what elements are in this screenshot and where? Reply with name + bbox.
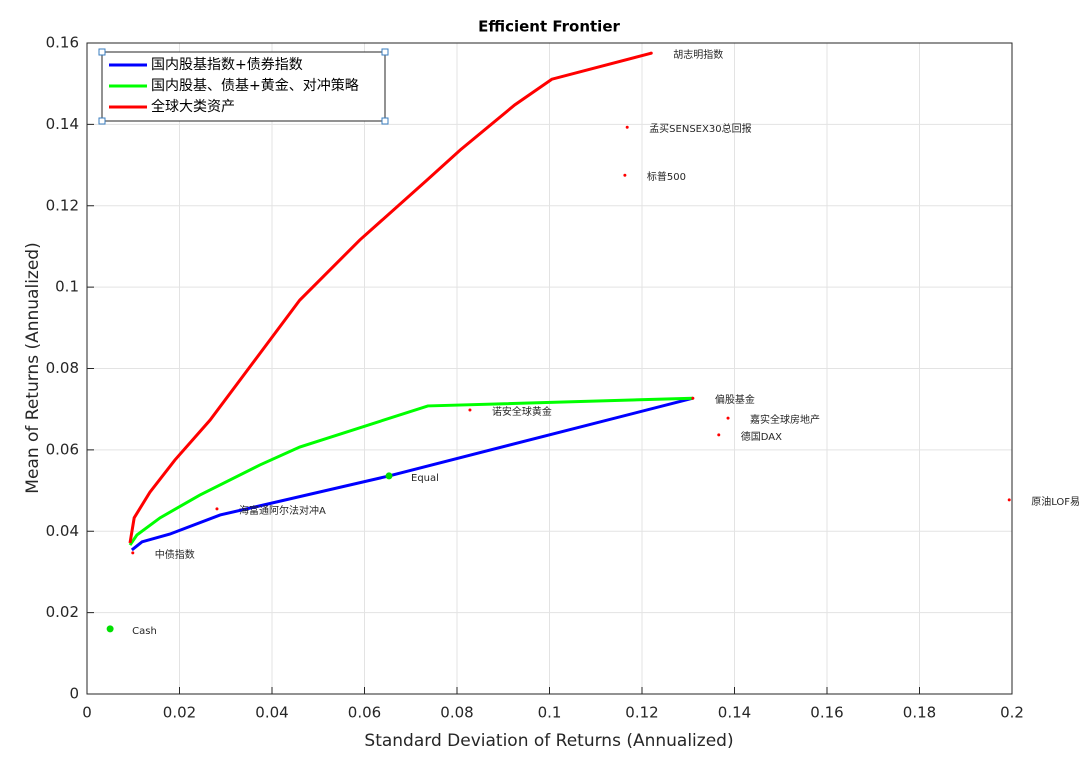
asset-label: 中债指数 (155, 548, 195, 561)
asset-point (717, 433, 721, 437)
asset-label: 德国DAX (741, 430, 782, 443)
asset-point (215, 507, 219, 511)
x-tick-label: 0.14 (718, 704, 751, 722)
x-tick-label: 0.2 (1000, 704, 1024, 722)
chart-title: Efficient Frontier (478, 18, 620, 36)
legend-handle (98, 48, 106, 56)
y-tick-label: 0 (69, 685, 79, 703)
asset-point (623, 173, 627, 177)
x-tick-label: 0.02 (163, 704, 196, 722)
x-tick-label: 0 (82, 704, 92, 722)
legend-handle (381, 48, 389, 56)
y-tick-label: 0.14 (46, 115, 79, 133)
plot-frame (86, 42, 1013, 695)
asset-label: 海富通阿尔法对冲A (239, 504, 326, 517)
y-tick-label: 0.1 (55, 278, 79, 296)
asset-label: 嘉实全球房地产 (750, 413, 820, 426)
x-tick-label: 0.18 (903, 704, 936, 722)
asset-label: 诺安全球黄金 (492, 405, 552, 418)
legend-label: 国内股基、债基+黄金、对冲策略 (151, 77, 359, 94)
frontier-line (130, 396, 694, 552)
y-tick-label: 0.16 (46, 34, 79, 52)
y-axis-label: Mean of Returns (Annualized) (23, 242, 43, 493)
asset-label: 原油LOF易方达 (1031, 495, 1080, 508)
asset-point (691, 396, 695, 400)
y-tick-label: 0.04 (46, 522, 79, 540)
legend-handle (98, 117, 106, 125)
asset-point (131, 551, 135, 555)
legend-handle (381, 117, 389, 125)
asset-label: 孟买SENSEX30总回报 (649, 122, 751, 135)
asset-point (468, 408, 472, 412)
asset-label: 胡志明指数 (673, 48, 723, 61)
asset-point (649, 51, 653, 55)
legend-label: 国内股基指数+债券指数 (151, 56, 303, 73)
portfolio-label: Equal (411, 473, 439, 484)
y-tick-label: 0.12 (46, 196, 79, 214)
x-tick-label: 0.06 (348, 704, 381, 722)
asset-label: 偏股基金 (715, 393, 755, 406)
legend-box (101, 51, 386, 122)
asset-point (625, 125, 629, 129)
asset-point (726, 416, 730, 420)
portfolio-label: Cash (132, 626, 157, 637)
asset-label: 标普500 (647, 170, 686, 183)
x-axis-label: Standard Deviation of Returns (Annualize… (364, 731, 733, 751)
x-tick-label: 0.04 (255, 704, 288, 722)
x-tick-label: 0.1 (538, 704, 562, 722)
x-tick-label: 0.16 (810, 704, 843, 722)
frontier-line (128, 51, 652, 544)
y-tick-label: 0.06 (46, 440, 79, 458)
y-tick-label: 0.02 (46, 603, 79, 621)
legend-label: 全球大类资产 (151, 98, 235, 115)
frontier-line (128, 396, 693, 546)
y-tick-label: 0.08 (46, 359, 79, 377)
asset-point (1007, 498, 1011, 502)
portfolio-point (385, 472, 393, 480)
x-tick-label: 0.08 (440, 704, 473, 722)
portfolio-point (106, 625, 114, 633)
x-tick-label: 0.12 (625, 704, 658, 722)
